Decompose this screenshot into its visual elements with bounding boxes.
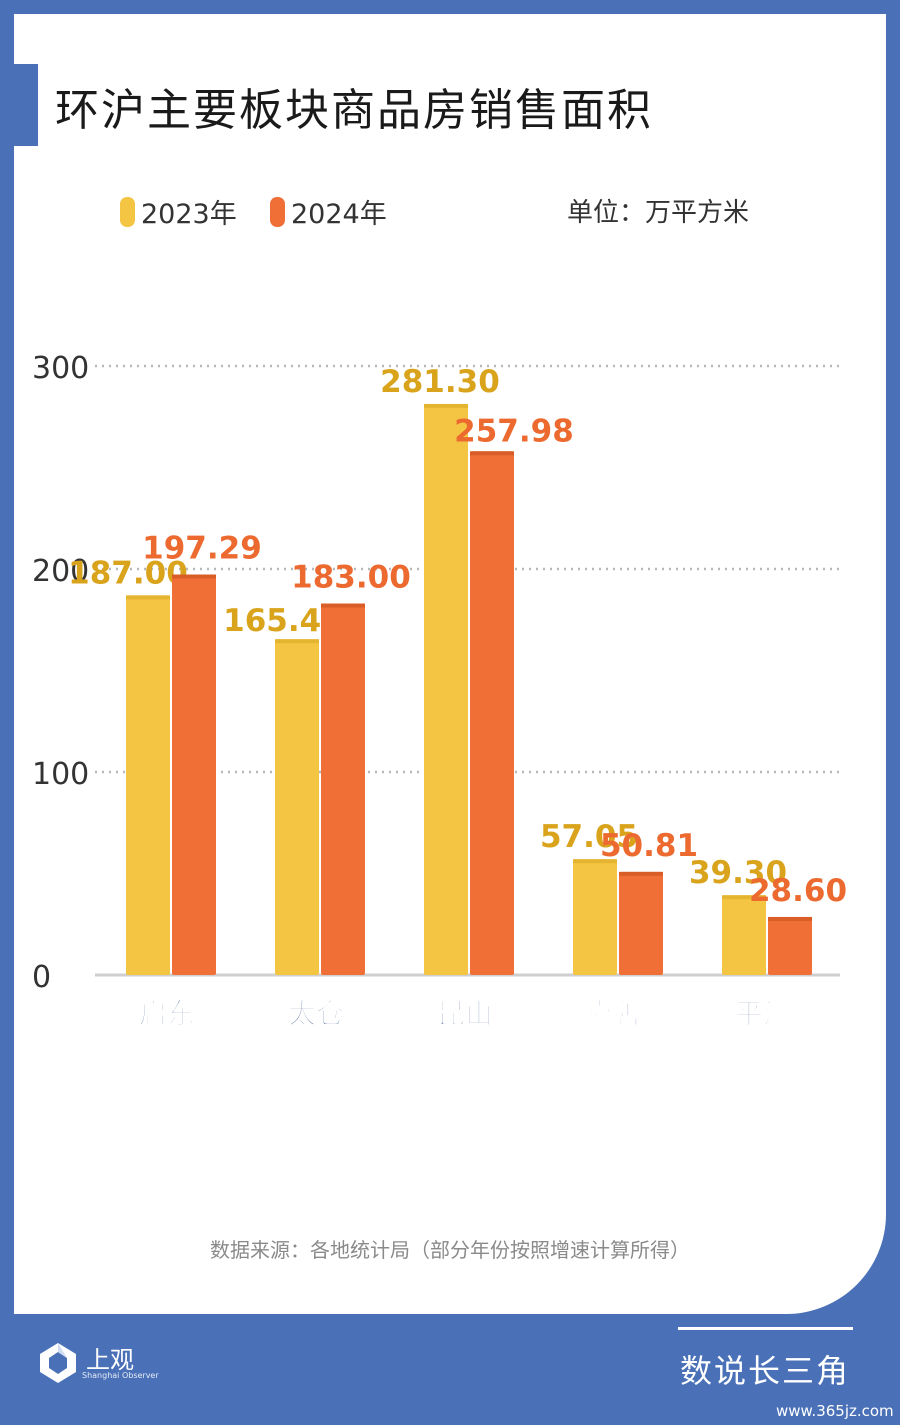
x-category-label: 启东 (139, 997, 195, 1030)
bar-2024 (172, 574, 216, 975)
legend-swatch-2024 (270, 196, 285, 227)
y-tick-label: 200 (32, 554, 89, 589)
bar-top-edge (470, 451, 514, 456)
bar-2023 (424, 403, 468, 975)
bar-2023 (275, 639, 319, 975)
data-label: 187.00 (68, 555, 188, 591)
bar-2023 (126, 595, 170, 975)
shanghai-observer-logo-icon (40, 1343, 76, 1383)
x-category-label: 昆山 (437, 997, 493, 1030)
chart-title: 环沪主要板块商品房销售面积 (55, 85, 653, 136)
legend-label-2024: 2024年 (291, 199, 387, 230)
bar-top-edge (275, 639, 319, 644)
x-category-label: 嘉善 (586, 997, 642, 1030)
watermark: www.365jz.com (776, 1402, 894, 1420)
bar-top-edge (768, 916, 812, 921)
logo-subtitle: Shanghai Observer (82, 1371, 159, 1380)
logo-name: 上观 (86, 1346, 134, 1374)
data-label: 57.05 (540, 819, 638, 855)
legend-swatch-2023 (120, 196, 135, 227)
legend-item-2023: 2023年 (120, 192, 237, 231)
bar-top-edge (619, 871, 663, 876)
bar-2024 (619, 871, 663, 975)
bar-top-edge (722, 895, 766, 900)
x-category-label: 平湖 (735, 997, 791, 1030)
bar-chart: 0100200300187.00197.29启东165.42183.00太仓28… (32, 351, 847, 1031)
data-label: 183.00 (291, 560, 411, 596)
brand-divider (678, 1327, 853, 1330)
x-category-label: 太仓 (288, 997, 345, 1030)
bar-top-edge (126, 595, 170, 600)
source-note: 数据来源：各地统计局（部分年份按照增速计算所得） (210, 1238, 690, 1262)
data-label: 257.98 (454, 413, 574, 449)
y-tick-label: 300 (32, 351, 89, 386)
y-tick-label: 0 (32, 960, 51, 995)
data-label: 281.30 (380, 364, 500, 400)
unit-label: 单位：万平方米 (567, 198, 750, 228)
data-label: 39.30 (689, 855, 787, 891)
brand-name: 数说长三角 (680, 1352, 851, 1390)
bar-top-edge (424, 403, 468, 408)
legend-label-2023: 2023年 (141, 199, 237, 230)
data-label: 197.29 (142, 531, 262, 567)
bar-top-edge (321, 603, 365, 608)
bar-2024 (768, 916, 812, 975)
bar-2024 (470, 451, 514, 975)
bar-2023 (722, 895, 766, 975)
data-label: 28.60 (749, 873, 847, 909)
bar-top-edge (172, 574, 216, 579)
title-accent-bar (14, 64, 38, 146)
y-tick-label: 100 (32, 757, 89, 792)
bar-top-edge (573, 859, 617, 864)
bar-2023 (573, 859, 617, 975)
bar-2024 (321, 603, 365, 975)
data-label: 50.81 (600, 828, 698, 864)
legend-item-2024: 2024年 (270, 192, 387, 231)
